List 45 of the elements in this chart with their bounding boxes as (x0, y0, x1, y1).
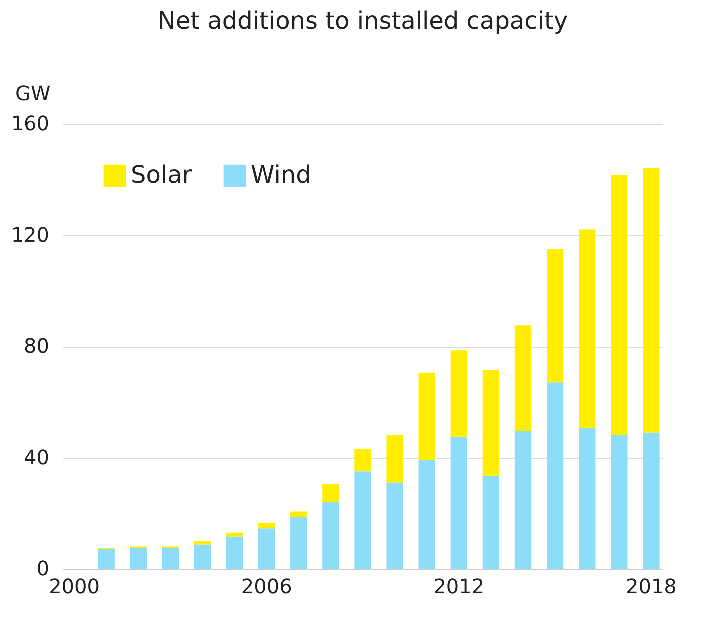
bar (514, 326, 532, 432)
bar (258, 523, 276, 529)
bar (611, 436, 628, 569)
bar (258, 528, 276, 569)
bar (611, 175, 628, 436)
bar (162, 548, 180, 569)
x-tick-label: 2018 (626, 574, 677, 598)
bar (643, 432, 660, 569)
bar (546, 249, 564, 383)
chart-title: Net additions to installed capacity (158, 7, 568, 35)
y-tick-label: 80 (24, 334, 50, 358)
bar (354, 449, 372, 472)
bar (546, 382, 564, 569)
bar (98, 550, 115, 569)
bar (450, 436, 468, 569)
bar (322, 484, 340, 502)
x-tick-label: 2006 (241, 574, 292, 598)
bar (579, 428, 596, 569)
bar (322, 502, 340, 569)
bar (194, 541, 212, 545)
bar (386, 436, 404, 483)
bar (482, 370, 500, 476)
legend-label: Wind (251, 161, 312, 189)
y-tick-label: 120 (11, 222, 50, 247)
bar (290, 512, 308, 518)
bar (482, 476, 500, 569)
y-tick-label: 0 (36, 556, 50, 580)
bar (290, 517, 308, 569)
legend-label: Solar (131, 161, 192, 189)
bar (418, 460, 436, 569)
bar (194, 544, 212, 569)
bar (130, 548, 147, 569)
x-tick-label: 2012 (434, 574, 485, 598)
bar (514, 431, 532, 569)
bar (354, 472, 372, 569)
x-tick-label: 2000 (49, 574, 100, 598)
bar (418, 372, 436, 461)
bar (643, 168, 660, 433)
bar (450, 350, 468, 437)
y-axis-title: GW (16, 82, 51, 106)
bar (579, 230, 596, 429)
bar (226, 536, 244, 569)
y-tick-label: 40 (24, 445, 50, 470)
bar (386, 482, 404, 569)
y-tick-label: 160 (11, 112, 50, 136)
